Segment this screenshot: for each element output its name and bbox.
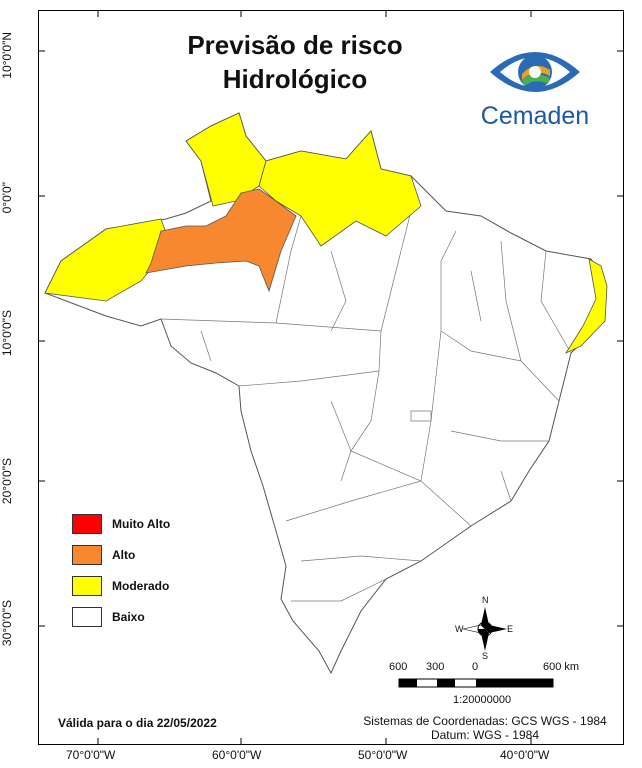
lat-label-10n: 10°0'0"N (0, 32, 14, 79)
scale-bar (398, 678, 554, 688)
scale-ratio: 1:20000000 (453, 694, 512, 706)
compass-w: W (455, 624, 464, 634)
legend-swatch-muito-alto (72, 513, 102, 534)
lon-label-60w: 60°0'0"W (212, 748, 262, 762)
legend-item-moderado: Moderado (72, 570, 170, 601)
valid-date: Válida para o dia 22/05/2022 (58, 716, 217, 730)
compass-s: S (482, 651, 489, 661)
legend-swatch-alto (72, 544, 102, 565)
coordinate-system: Sistemas de Coordenadas: GCS WGS - 1984 … (350, 714, 620, 742)
map-title-line1: Previsão de risco (187, 30, 403, 60)
lat-label-20s: 20°0'0"S (0, 458, 14, 505)
scale-tick-0: 0 (472, 661, 479, 673)
legend-swatch-baixo (72, 606, 102, 627)
lon-label-50w: 50°0'0"W (358, 748, 408, 762)
region-moderado-para-norte (258, 130, 422, 247)
legend-label-baixo: Baixo (112, 609, 145, 624)
compass-icon (462, 607, 507, 651)
compass-n: N (482, 595, 489, 605)
map-title-line2: Hidrológico (222, 64, 368, 94)
legend-item-alto: Alto (72, 539, 170, 570)
lat-label-0: 0°0'0" (0, 182, 14, 214)
map-frame: N S E W 600 300 0 600 km 1:20000000 (38, 10, 624, 745)
lat-label-10s: 10°0'0"S (0, 310, 14, 357)
legend: Muito Alto Alto Moderado Baixo (72, 508, 170, 632)
legend-label-alto: Alto (112, 547, 136, 562)
region-moderado-costa-nordeste (564, 258, 608, 354)
legend-item-muito-alto: Muito Alto (72, 508, 170, 539)
logo-text: Cemaden (480, 102, 590, 130)
legend-label-moderado: Moderado (112, 578, 170, 593)
region-alto-amazonas (145, 188, 297, 293)
legend-swatch-moderado (72, 575, 102, 596)
cemaden-logo: Cemaden (470, 40, 600, 132)
datum-line: Datum: WGS - 1984 (430, 728, 540, 742)
legend-label-muito-alto: Muito Alto (112, 516, 171, 531)
scale-tick-600-km: 600 km (543, 661, 580, 673)
eye-logo-icon (490, 52, 580, 92)
scale-tick-300: 300 (426, 661, 445, 673)
lon-label-70w: 70°0'0"W (66, 748, 116, 762)
compass-e: E (507, 624, 514, 634)
lat-label-30s: 30°0'0"S (0, 600, 14, 647)
legend-item-baixo: Baixo (72, 601, 170, 632)
map-canvas (39, 11, 623, 744)
map-title: Previsão de risco Hidrológico (150, 28, 440, 96)
lon-label-40w: 40°0'0"W (500, 748, 550, 762)
scale-tick-600-left: 600 (389, 661, 408, 673)
coord-system-line: Sistemas de Coordenadas: GCS WGS - 1984 (363, 714, 607, 728)
